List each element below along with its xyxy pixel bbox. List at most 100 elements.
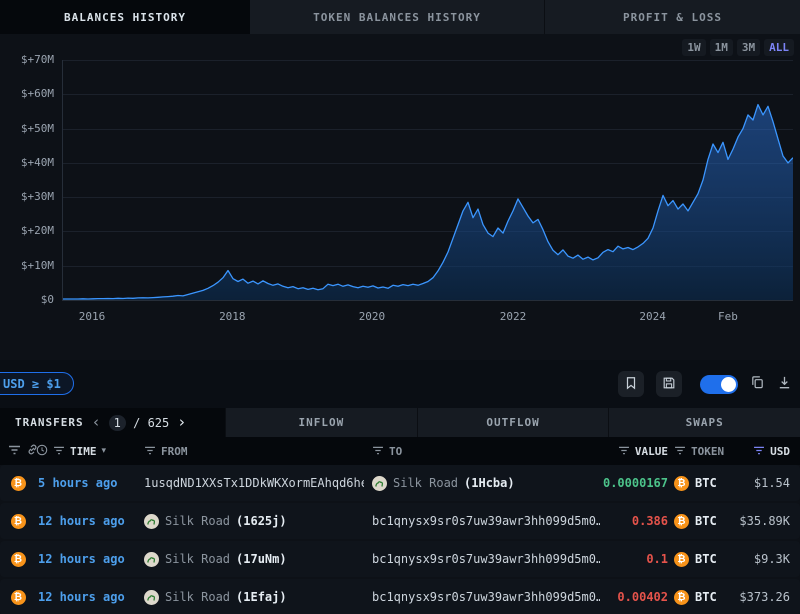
btc-icon: ₿ [674, 513, 689, 529]
column-token[interactable]: TOKEN [668, 445, 726, 458]
top-tab-bar: BALANCES HISTORY TOKEN BALANCES HISTORY … [0, 0, 800, 34]
download-button[interactable] [777, 375, 792, 394]
y-tick-label: $+30M [20, 190, 54, 204]
column-usd[interactable]: USD [726, 445, 800, 458]
table-row[interactable]: ₿ 12 hours ago Silk Road (1625j) bc1qnysx… [0, 503, 800, 539]
range-button-all[interactable]: ALL [764, 39, 794, 56]
silk-road-icon [144, 551, 159, 567]
balance-area-chart[interactable] [63, 60, 793, 300]
transfer-from[interactable]: Silk Road (1625j) [136, 513, 364, 529]
usd-filter-chip[interactable]: USD ≥ $1 [0, 372, 74, 395]
y-tick-label: $+60M [20, 87, 54, 101]
filter-icon[interactable] [674, 445, 686, 458]
chart-toolbar: USD ≥ $1 [0, 360, 800, 408]
table-row[interactable]: ₿ 12 hours ago Silk Road (17uNm) bc1qnysx… [0, 541, 800, 577]
column-from[interactable]: FROM [136, 445, 364, 458]
transfer-to[interactable]: Silk Road (1Hcba) [364, 475, 600, 491]
gridline [62, 162, 793, 164]
address[interactable]: bc1qnysx9sr0s7uw39awr3hh099d5m0… [372, 514, 600, 528]
transfer-usd-value: $9.3K [753, 552, 790, 566]
prev-page-button[interactable]: ‹ [91, 413, 101, 431]
column-value[interactable]: VALUE [600, 445, 668, 458]
from-header-label: FROM [161, 444, 188, 458]
filter-icon[interactable] [618, 445, 630, 458]
silk-road-icon [144, 589, 159, 605]
y-axis [62, 60, 63, 300]
btc-icon: ₿ [10, 589, 26, 605]
copy-button[interactable] [750, 375, 765, 394]
transfers-tab-bar: TRANSFERS ‹ 1 / 625 › INFLOW OUTFLOW SWA… [0, 408, 800, 437]
chart-toggle[interactable] [700, 374, 738, 394]
download-icon [777, 375, 792, 394]
filter-icon[interactable] [372, 445, 384, 458]
tab-token-balances-history[interactable]: TOKEN BALANCES HISTORY [250, 0, 545, 34]
entity-name: Silk Road [165, 514, 231, 528]
next-page-button[interactable]: › [177, 413, 187, 431]
transfer-time-link[interactable]: 12 hours ago [38, 552, 125, 566]
table-row[interactable]: ₿ 5 hours ago 1usqdND1XXsTx1DDkWKXormEAh… [0, 465, 800, 501]
link-icon[interactable] [26, 443, 39, 459]
transfer-from[interactable]: 1usqdND1XXsTx1DDkWKXormEAhqd6he… [136, 476, 364, 490]
filter-icon[interactable] [8, 445, 21, 458]
filter-icon[interactable] [144, 445, 156, 458]
filter-icon[interactable] [53, 445, 65, 458]
range-button-3m[interactable]: 3M [736, 39, 761, 56]
transfer-value: 0.00402 [617, 590, 668, 604]
table-row[interactable]: ₿ 12 hours ago Silk Road (1Efaj) bc1qnysx… [0, 579, 800, 614]
transfer-value: 0.386 [631, 514, 668, 528]
silk-road-icon [372, 475, 387, 491]
transfers-title: TRANSFERS [15, 416, 84, 429]
entity-id: (1Efaj) [236, 590, 287, 604]
table-header: TIME ▾ FROM TO VALUE TOKEN [0, 437, 800, 465]
range-button-1m[interactable]: 1M [709, 39, 733, 56]
entity-id: (1Hcba) [464, 476, 515, 490]
transfer-time-link[interactable]: 12 hours ago [38, 590, 125, 604]
y-tick-label: $0 [40, 293, 54, 306]
transfer-to[interactable]: bc1qnysx9sr0s7uw39awr3hh099d5m0… [364, 590, 600, 604]
filter-icon-active[interactable] [753, 445, 765, 458]
y-tick-label: $+50M [20, 121, 54, 135]
chart-line [63, 103, 793, 300]
tab-swaps[interactable]: SWAPS [608, 408, 800, 437]
chevron-down-icon[interactable]: ▾ [101, 446, 107, 456]
column-time[interactable]: TIME ▾ [36, 444, 136, 459]
balance-chart: 1W 1M 3M ALL $+70M $+60M $+50M $+40M $+30M $+20M… [0, 34, 800, 360]
to-header-label: TO [389, 444, 403, 458]
gridline [62, 94, 793, 96]
btc-icon: ₿ [10, 513, 26, 529]
current-page: 1 [108, 414, 126, 431]
btc-icon: ₿ [10, 551, 26, 567]
transfer-from[interactable]: Silk Road (17uNm) [136, 551, 364, 567]
entity-name: Silk Road [165, 590, 231, 604]
save-button[interactable] [656, 371, 682, 397]
tab-transfers[interactable]: TRANSFERS ‹ 1 / 625 › [0, 408, 225, 437]
transfer-to[interactable]: bc1qnysx9sr0s7uw39awr3hh099d5m0… [364, 552, 600, 566]
tab-inflow[interactable]: INFLOW [225, 408, 417, 437]
transfer-token: ₿ BTC [668, 589, 726, 605]
column-to[interactable]: TO [364, 445, 600, 458]
transfer-from[interactable]: Silk Road (1Efaj) [136, 589, 364, 605]
transfer-to[interactable]: bc1qnysx9sr0s7uw39awr3hh099d5m0… [364, 514, 600, 528]
entity-name: Silk Road [393, 476, 459, 490]
address[interactable]: bc1qnysx9sr0s7uw39awr3hh099d5m0… [372, 552, 600, 566]
transfer-value: 0.0000167 [602, 476, 668, 490]
transfer-time-link[interactable]: 12 hours ago [38, 514, 125, 528]
btc-icon: ₿ [674, 475, 689, 491]
tab-outflow[interactable]: OUTFLOW [416, 408, 609, 437]
address[interactable]: bc1qnysx9sr0s7uw39awr3hh099d5m0… [372, 590, 600, 604]
tab-profit-loss[interactable]: PROFIT & LOSS [545, 0, 800, 34]
btc-icon: ₿ [674, 589, 689, 605]
bookmark-button[interactable] [618, 371, 644, 397]
x-tick-label: Feb [718, 310, 738, 323]
page-indicator: 1 / 625 [108, 414, 169, 431]
btc-icon: ₿ [10, 475, 26, 491]
transfer-value: 0.1 [646, 552, 668, 566]
range-button-1w[interactable]: 1W [682, 39, 706, 56]
y-tick-label: $+10M [20, 258, 54, 272]
transfer-time-link[interactable]: 5 hours ago [38, 476, 118, 490]
tab-balances-history[interactable]: BALANCES HISTORY [0, 0, 250, 34]
entity-id: (17uNm) [236, 552, 287, 566]
gridline [62, 300, 793, 301]
address[interactable]: 1usqdND1XXsTx1DDkWKXormEAhqd6he… [144, 476, 364, 490]
